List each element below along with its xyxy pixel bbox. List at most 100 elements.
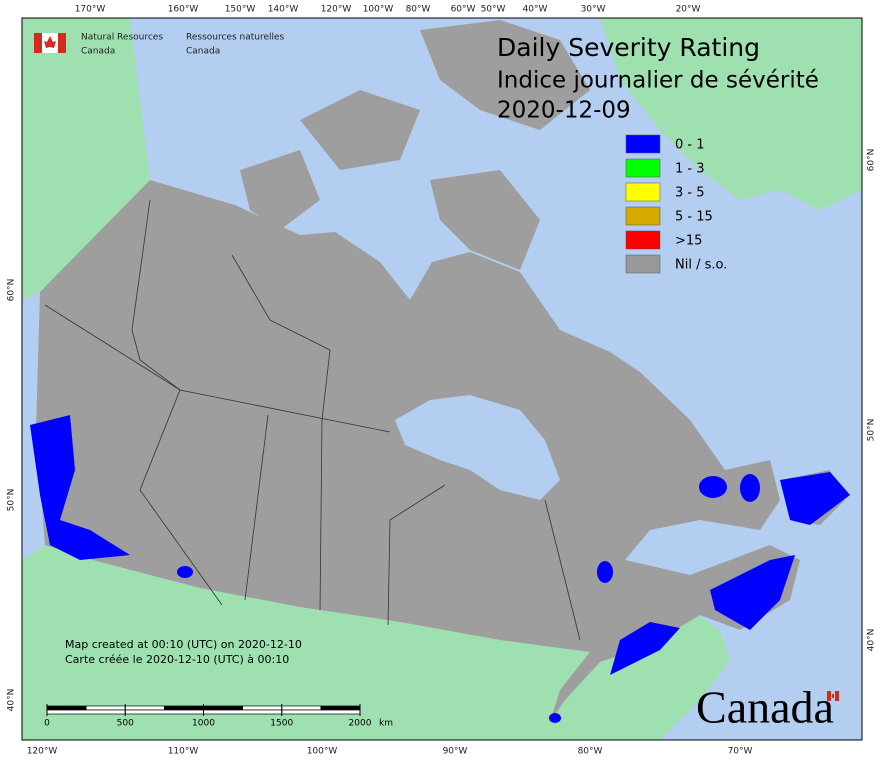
- arctic-island: [430, 170, 540, 270]
- fire-patches: [30, 415, 850, 723]
- scale-segment: [203, 709, 283, 715]
- longitude-label: 110°W: [168, 747, 199, 757]
- latitude-label: 60°N: [867, 149, 877, 172]
- legend-label: >15: [675, 234, 702, 249]
- agency-fr: Canada: [186, 47, 220, 57]
- boundary: [544, 499, 581, 641]
- flag-band: [835, 691, 839, 701]
- arctic-island: [240, 150, 320, 230]
- longitude-label: 80°W: [406, 5, 431, 15]
- longitude-label: 120°W: [321, 5, 352, 15]
- fire-patch: [177, 566, 193, 578]
- longitude-label: 70°W: [728, 747, 753, 757]
- footer-note: Carte créée le 2020-12-10 (UTC) à 00:10: [65, 653, 289, 666]
- legend-swatch: [625, 158, 661, 178]
- fire-patch: [549, 713, 561, 723]
- longitude-label: 150°W: [225, 5, 256, 15]
- scale-label: 1000: [192, 719, 215, 729]
- scale-segment: [281, 705, 322, 711]
- maple-leaf: [832, 694, 834, 698]
- legend-swatch: [625, 254, 661, 274]
- boundaries: [44, 199, 581, 641]
- legend-label: 0 - 1: [675, 138, 705, 153]
- legend-label: Nil / s.o.: [675, 258, 727, 273]
- fire-patch: [710, 555, 795, 630]
- boundary: [387, 484, 446, 626]
- agency-en: Canada: [81, 47, 115, 57]
- fire-patch: [610, 622, 680, 675]
- fire-patch: [780, 472, 850, 525]
- flag: [34, 33, 66, 53]
- longitude-label: 80°W: [578, 747, 603, 757]
- canada-mainland: [36, 180, 800, 722]
- hudson-bay: [395, 395, 560, 500]
- scale-segment: [46, 705, 87, 711]
- usa: [22, 545, 730, 740]
- longitude-label: 90°W: [443, 747, 468, 757]
- latitude-label: 40°N: [7, 689, 17, 712]
- scale-segment: [281, 709, 361, 715]
- flag-band: [827, 691, 831, 701]
- frame-border: [21, 17, 863, 741]
- footer-note: Map created at 00:10 (UTC) on 2020-12-10: [65, 638, 302, 651]
- title: Daily Severity Rating: [497, 33, 760, 62]
- agency-fr: Ressources naturelles: [186, 33, 285, 43]
- scale-label: 2000: [349, 719, 372, 729]
- latitude-label: 50°N: [867, 419, 877, 442]
- fire-patch: [30, 415, 130, 560]
- flag-band: [58, 33, 66, 53]
- arctic-island: [420, 20, 590, 130]
- fire-patch: [699, 476, 727, 498]
- scale-segment: [85, 705, 126, 711]
- scale-segment: [164, 705, 204, 711]
- fire-patch: [597, 561, 613, 583]
- alaska: [22, 18, 150, 300]
- boundary: [131, 199, 223, 606]
- greenland: [600, 18, 862, 210]
- scale-label: 0: [44, 719, 50, 729]
- title: 2020-12-09: [497, 98, 631, 124]
- wordmark: Canada: [696, 682, 834, 733]
- longitude-label: 50°W: [481, 5, 506, 15]
- maple-leaf: [44, 36, 56, 48]
- scale-segment: [124, 709, 204, 715]
- longitude-label: 140°W: [268, 5, 299, 15]
- longitude-label: 30°W: [581, 5, 606, 15]
- wordmark-flag: [827, 691, 839, 701]
- latitude-label: 50°N: [7, 489, 17, 512]
- flag-band: [34, 33, 42, 53]
- legend-label: 5 - 15: [675, 210, 713, 225]
- latitude-label: 40°N: [867, 629, 877, 652]
- longitude-label: 120°W: [27, 747, 58, 757]
- latitude-label: 60°N: [7, 279, 17, 302]
- legend: 0 - 1 1 - 3 3 - 5 5 - 15 >15 Nil / s.o.: [625, 134, 727, 274]
- longitude-label: 170°W: [75, 5, 106, 15]
- scale-label: 500: [117, 719, 134, 729]
- longitude-label: 20°W: [676, 5, 701, 15]
- scale-bar: 0 500 1000 1500 2000 km: [44, 704, 393, 729]
- map-frame: [21, 17, 863, 741]
- boundary: [44, 304, 391, 433]
- agency-en: Natural Resources: [81, 33, 163, 43]
- scale-segment: [203, 705, 243, 711]
- legend-swatch: [625, 230, 661, 250]
- legend-swatch: [625, 206, 661, 226]
- legend-swatch: [625, 134, 661, 154]
- longitude-label: 40°W: [523, 5, 548, 15]
- fire-patch: [740, 474, 760, 502]
- graticule-labels: 170°W 160°W 150°W 140°W 120°W 100°W 80°W 60°W 50…: [7, 5, 877, 757]
- arctic-island: [300, 90, 420, 170]
- scale-segment: [320, 705, 361, 711]
- boundary: [244, 414, 269, 601]
- longitude-label: 160°W: [168, 5, 199, 15]
- scale-segment: [46, 709, 126, 715]
- boundary: [231, 254, 331, 611]
- scale-segment: [242, 705, 283, 711]
- scale-label: 1500: [270, 719, 293, 729]
- longitude-label: 60°W: [451, 5, 476, 15]
- legend-label: 1 - 3: [675, 162, 705, 177]
- longitude-label: 100°W: [363, 5, 394, 15]
- title: Indice journalier de sévérité: [497, 68, 819, 94]
- legend-swatch: [625, 182, 661, 202]
